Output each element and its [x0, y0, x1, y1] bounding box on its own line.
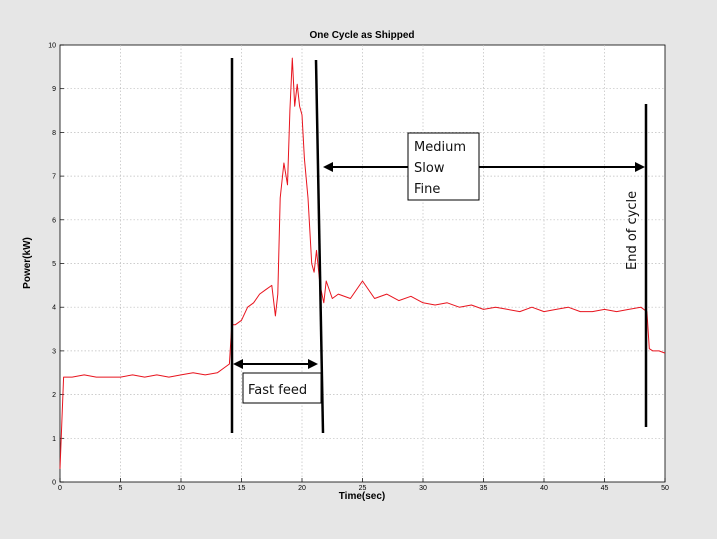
fast-feed-arrowhead-right	[308, 359, 318, 369]
y-tick-label: 5	[52, 261, 56, 268]
x-tick-label: 5	[119, 485, 123, 492]
x-tick-label: 45	[601, 485, 609, 492]
x-tick-label: 0	[58, 485, 62, 492]
chart-title: One Cycle as Shipped	[309, 30, 414, 41]
y-tick-label: 9	[52, 86, 56, 93]
x-tick-label: 40	[540, 485, 548, 492]
y-tick-label: 1	[52, 436, 56, 443]
x-tick-label: 15	[238, 485, 246, 492]
x-tick-label: 50	[661, 485, 669, 492]
y-tick-label: 6	[52, 217, 56, 224]
grid	[60, 45, 665, 482]
y-tick-label: 7	[52, 174, 56, 181]
slow-label: Slow	[414, 161, 445, 176]
end-of-cycle-label: End of cycle	[625, 191, 640, 270]
fast-feed-label: Fast feed	[248, 383, 307, 398]
x-tick-label: 35	[480, 485, 488, 492]
x-tick-label: 25	[359, 485, 367, 492]
medium-slow-fine-label-box	[407, 132, 480, 201]
y-tick-label: 2	[52, 392, 56, 399]
medium-label: Medium	[414, 140, 466, 155]
fast-feed-end-line	[314, 59, 325, 434]
y-axis-label: Power(kW)	[22, 237, 33, 289]
x-tick-label: 20	[298, 485, 306, 492]
medium-arrowhead-right	[635, 162, 645, 172]
y-tick-label: 8	[52, 130, 56, 137]
x-tick-label: 30	[419, 485, 427, 492]
fast-feed-arrowhead-left	[233, 359, 243, 369]
fine-label: Fine	[414, 182, 440, 197]
x-axis-label: Time(sec)	[339, 491, 386, 502]
y-tick-label: 0	[52, 480, 56, 487]
x-tick-label: 10	[177, 485, 185, 492]
fast-feed-label-box	[242, 372, 322, 404]
y-tick-label: 10	[48, 43, 56, 50]
series-line	[59, 57, 666, 469]
y-tick-label: 3	[52, 348, 56, 355]
y-tick-label: 4	[52, 305, 56, 312]
medium-arrowhead-left	[323, 162, 333, 172]
series-group	[59, 57, 666, 469]
annotations: Fast feed Medium Slow Fine End of cycle	[230, 58, 648, 434]
